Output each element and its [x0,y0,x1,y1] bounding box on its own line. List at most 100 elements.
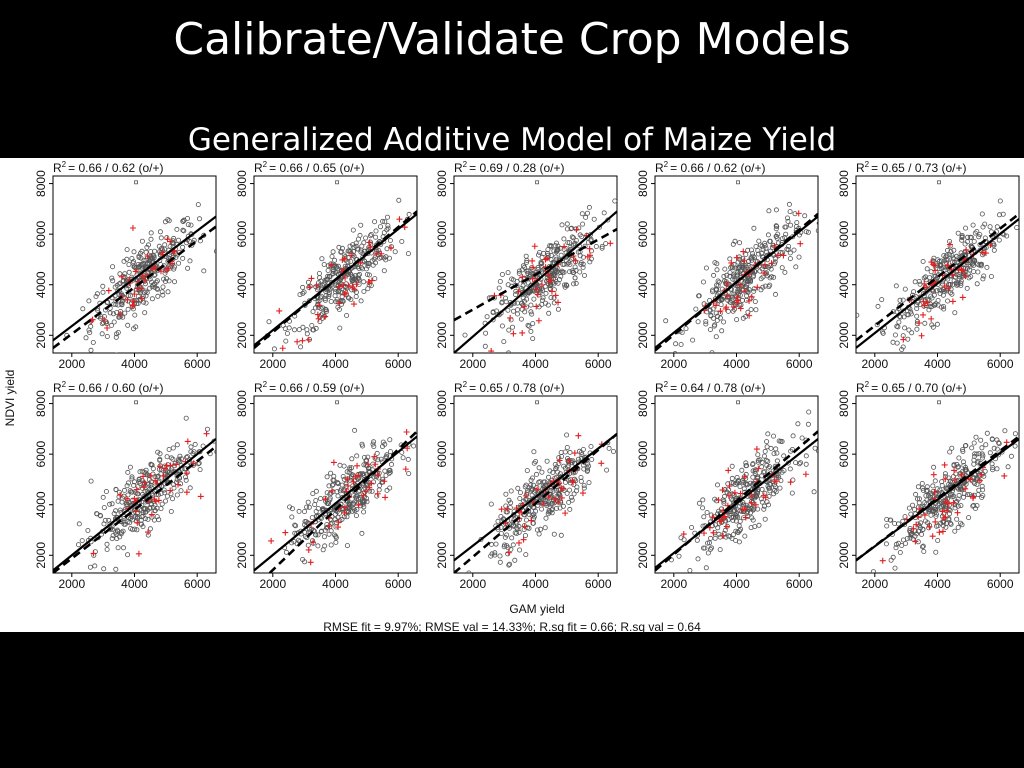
fit-point [749,255,755,261]
fit-point [289,506,295,512]
fit-point [540,295,546,301]
fit-point [518,316,524,322]
fit-point [319,311,325,317]
fit-point [935,490,941,496]
fit-point [559,222,565,228]
fit-point [593,244,599,250]
fit-point [166,218,172,224]
fit-point [924,497,930,503]
validation-point [724,293,731,300]
validation-point [700,530,707,537]
fit-point [756,238,762,244]
fit-point [109,501,115,507]
validation-point [342,290,349,297]
fit-point [577,269,583,275]
fit-point [158,246,164,252]
fit-point [399,239,405,245]
fit-point [324,277,330,283]
fit-point [350,277,356,283]
fit-point [305,279,311,285]
fit-point [761,453,767,459]
validation-point [962,485,969,492]
fit-point [113,334,119,340]
fit-point [503,299,509,305]
fit-point [960,459,966,465]
fit-point [348,259,354,265]
fit-point [136,264,142,270]
fit-point [900,297,906,303]
fit-point [543,515,549,521]
fit-point [377,482,383,488]
fit-point [367,233,373,239]
fit-point [133,490,139,496]
fit-point [893,283,899,289]
validation-point [520,536,527,543]
fit-point [572,275,578,281]
fit-point [764,249,770,255]
fit-point [503,503,509,509]
fit-point [591,216,597,222]
fit-point [703,321,709,327]
fit-point [708,546,714,552]
fit-point [338,501,344,507]
fit-point [1018,233,1019,235]
validation-point [936,529,943,536]
fit-point [950,255,956,261]
fit-point [806,409,812,415]
validation-point [355,502,362,509]
validation-point [140,484,147,491]
validation-point [879,557,886,564]
x-tick-label: 6000 [786,577,813,591]
fit-point [571,281,577,287]
fit-point [348,271,354,277]
fit-point [921,275,927,281]
fit-point [568,226,574,232]
fit-point [750,270,756,276]
fit-point [930,483,936,489]
validation-point [167,462,174,469]
fit-point [696,293,702,299]
fit-point [914,313,920,319]
fit-point [298,344,304,350]
y-tick-label: 8000 [837,390,851,417]
fit-point [829,455,833,459]
fit-point [531,296,537,302]
fit-point [113,566,119,572]
fit-point [705,540,711,546]
fit-point [175,237,181,243]
fit-point [965,239,971,245]
validation-point [533,286,540,293]
fit-point [286,325,292,331]
validation-point [545,272,552,279]
fit-point [606,445,612,451]
fit-point [353,294,359,300]
outlier-point [335,400,339,405]
fit-point [515,485,521,491]
fit-point [502,295,508,301]
fit-point [770,242,776,248]
fit-point [366,468,372,474]
fit-point [856,371,860,375]
validation-point [322,313,329,320]
fit-point [508,488,514,494]
fit-point [774,235,780,241]
fit-point [154,474,160,480]
fit-point [690,337,696,343]
r-squared-label: R2 = 0.66 / 0.62 (o/+) [655,160,766,175]
fit-point [152,507,158,513]
fit-point [970,222,976,228]
fit-point [996,237,1002,243]
fit-point [326,293,332,299]
validation-point [345,282,352,289]
fit-point [53,331,54,335]
fit-point [335,304,341,310]
validation-point [123,495,130,502]
fit-point [737,292,743,298]
fit-point [573,238,579,244]
validation-point [529,264,536,271]
fit-regression-line [655,438,818,569]
fit-point [166,446,172,452]
fit-point [763,245,769,251]
fit-point [83,335,89,341]
fit-point [759,251,765,257]
